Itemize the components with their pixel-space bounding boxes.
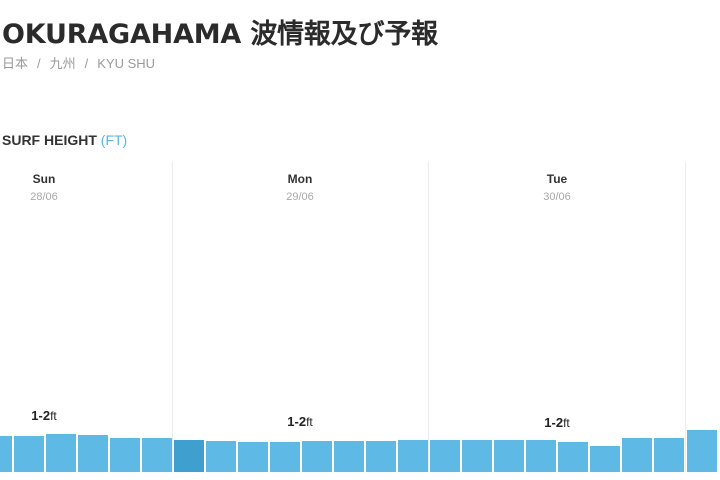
breadcrumb-area-link[interactable]: KYU SHU	[97, 56, 156, 71]
breadcrumb-separator: /	[37, 56, 41, 71]
breadcrumb-region-link[interactable]: 九州	[49, 56, 76, 71]
surf-height-bar[interactable]	[334, 441, 364, 472]
day-name: Mon	[287, 172, 313, 186]
day-divider	[172, 162, 173, 472]
surf-height-bar[interactable]	[494, 440, 524, 472]
surf-height-bar[interactable]	[206, 441, 236, 472]
day-date: 30/06	[543, 191, 571, 203]
surf-height-bar[interactable]	[142, 438, 172, 472]
surf-height-bar[interactable]	[654, 438, 684, 472]
day-date: 29/06	[286, 191, 314, 203]
surf-height-bar[interactable]	[687, 430, 717, 472]
day-header-mon: Mon 29/06	[240, 172, 360, 203]
surf-height-bar[interactable]	[78, 435, 108, 472]
surf-height-bar[interactable]	[174, 440, 204, 472]
surf-height-bar[interactable]	[622, 438, 652, 472]
height-range-label-mon: 1-2ft	[287, 414, 313, 429]
surf-height-bar[interactable]	[590, 446, 620, 472]
breadcrumb-separator: /	[84, 56, 89, 71]
breadcrumb: 日本 / 九州 / KYU SHU	[2, 53, 155, 72]
surf-height-bar[interactable]	[0, 436, 12, 472]
surf-height-label: SURF HEIGHT	[2, 132, 97, 148]
surf-height-unit: (FT)	[100, 132, 128, 148]
surf-height-bar[interactable]	[366, 441, 396, 472]
surf-height-bar[interactable]	[558, 442, 588, 472]
page-title: OKURAGAHAMA 波情報及び予報	[2, 19, 438, 50]
height-range-label-sun: 1-2ft	[31, 408, 57, 423]
surf-height-bar[interactable]	[238, 442, 268, 472]
surf-height-bar[interactable]	[526, 440, 556, 472]
surf-height-bar[interactable]	[302, 441, 332, 472]
day-divider	[685, 162, 686, 472]
day-date: 28/06	[30, 191, 58, 203]
surf-height-bar[interactable]	[462, 440, 492, 472]
surf-height-bar[interactable]	[110, 438, 140, 472]
surf-height-bar[interactable]	[398, 440, 428, 472]
day-divider	[428, 162, 429, 472]
day-header-sun: Sun 28/06	[0, 172, 104, 203]
surf-height-bar[interactable]	[46, 434, 76, 472]
surf-height-bar[interactable]	[270, 442, 300, 472]
day-header-tue: Tue 30/06	[497, 172, 617, 203]
day-name: Sun	[32, 172, 56, 186]
surf-height-heading: SURF HEIGHT (FT)	[2, 132, 127, 148]
breadcrumb-country-link[interactable]: 日本	[2, 56, 29, 71]
surf-height-bar[interactable]	[430, 440, 460, 472]
height-range-label-tue: 1-2ft	[544, 415, 570, 430]
day-name: Tue	[546, 172, 568, 186]
surf-height-bar[interactable]	[14, 436, 44, 472]
